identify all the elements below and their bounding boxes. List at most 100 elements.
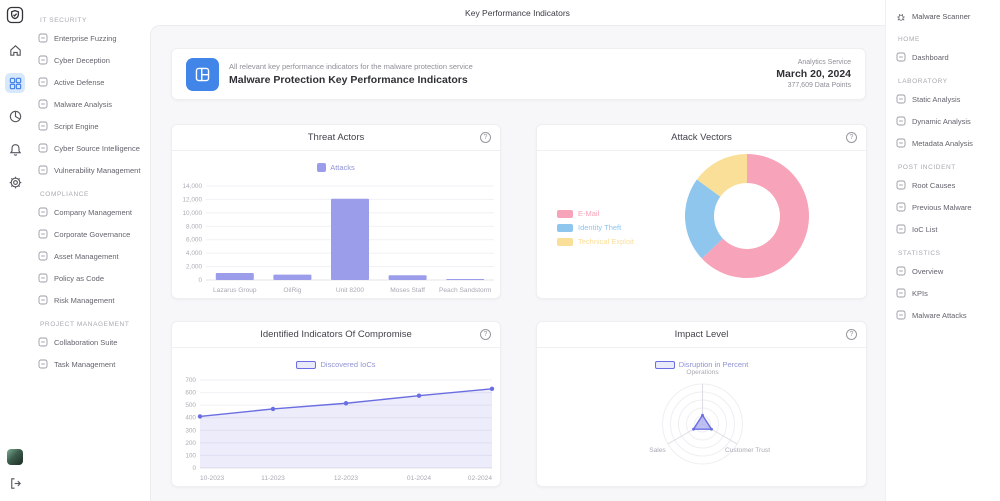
nav-item-label: Cyber Source Intelligence [54, 143, 140, 153]
svg-text:300: 300 [185, 427, 196, 434]
nav-item-label: Corporate Governance [54, 229, 131, 239]
chart-grid: Threat Actors ? Attacks 0 2,000 4,000 6,000 8… [171, 124, 867, 487]
svg-text:10,000: 10,000 [182, 210, 202, 217]
nav-item-label: Dynamic Analysis [912, 116, 971, 126]
nav-item-label: Asset Management [54, 251, 119, 261]
home-icon[interactable] [5, 40, 25, 60]
sidebar-left-item-task-management[interactable]: Task Management [38, 353, 146, 375]
nav-item-label: Policy as Code [54, 273, 105, 283]
sidebar-left-item-corporate-governance[interactable]: Corporate Governance [38, 223, 146, 245]
vulnerability-gear-icon [38, 165, 48, 175]
malware-bug-icon [38, 99, 48, 109]
pie-chart-icon[interactable] [5, 106, 25, 126]
kpi-subtitle: All relevant key performance indicators … [229, 62, 473, 71]
legend-label: Attacks [330, 163, 355, 172]
attack-vectors-chart-card: Attack Vectors ? E-Mail Identity Theft Tec… [536, 124, 867, 299]
ioc-list-icon [896, 224, 906, 234]
svg-text:100: 100 [185, 452, 196, 459]
sidebar-left-item-risk-management[interactable]: Risk Management [38, 289, 146, 311]
sidebar-left-item-enterprise-fuzzing[interactable]: Enterprise Fuzzing [38, 27, 146, 49]
sidebar-left-item-asset-management[interactable]: Asset Management [38, 245, 146, 267]
help-icon[interactable]: ? [846, 329, 857, 340]
sidebar-left-item-cyber-deception[interactable]: Cyber Deception [38, 49, 146, 71]
dashboard-grid-icon[interactable] [5, 73, 25, 93]
sidebar-right-item-root-causes[interactable]: Root Causes [896, 174, 996, 196]
nav-item-label: Collaboration Suite [54, 337, 118, 347]
svg-text:Operations: Operations [686, 369, 719, 376]
sidebar-left-item-vulnerability-management[interactable]: Vulnerability Management [38, 159, 146, 181]
notifications-bell-icon[interactable] [5, 139, 25, 159]
sidebar-right-item-overview[interactable]: Overview [896, 260, 996, 282]
settings-gear-icon[interactable] [5, 172, 25, 192]
svg-text:11-2023: 11-2023 [261, 475, 285, 482]
sidebar-left-item-script-engine[interactable]: Script Engine [38, 115, 146, 137]
legend-label: Disruption in Percent [678, 360, 749, 369]
svg-text:10-2023: 10-2023 [200, 475, 225, 482]
svg-text:Peach Sandstorm: Peach Sandstorm [439, 287, 492, 294]
sidebar-right-item-dashboard[interactable]: Dashboard [896, 46, 996, 68]
sidebar-right-item-ioc-list[interactable]: IoC List [896, 218, 996, 240]
nav-item-label: Overview [912, 266, 944, 276]
dynamic-analysis-icon [896, 116, 906, 126]
chart-title: Impact Level [674, 329, 729, 340]
chart-title: Threat Actors [307, 132, 365, 143]
legend-swatch [317, 163, 327, 172]
svg-text:Customer Trust: Customer Trust [725, 447, 770, 454]
governance-bank-icon [38, 229, 48, 239]
sidebar-right-item-static-analysis[interactable]: Static Analysis [896, 88, 996, 110]
analytics-service-label: Analytics Service [797, 59, 851, 66]
sidebar-left-item-policy-as-code[interactable]: Policy as Code [38, 267, 146, 289]
kpi-meta: Analytics Service March 20, 2024 377,609… [776, 59, 851, 89]
nav-item-label: Script Engine [54, 121, 99, 131]
sidebar-left-section-compliance: COMPLIANCE [40, 191, 89, 198]
nav-item-label: Previous Malware [912, 202, 972, 212]
root-causes-list-icon [896, 180, 906, 190]
main-panel: All relevant key performance indicators … [150, 25, 885, 501]
chart-legend: Disruption in Percent [537, 360, 866, 369]
kpi-header-card: All relevant key performance indicators … [171, 48, 866, 100]
sidebar-right-item-metadata-analysis[interactable]: Metadata Analysis [896, 132, 996, 154]
help-icon[interactable]: ? [846, 132, 857, 143]
help-icon[interactable]: ? [480, 329, 491, 340]
chart-title: Identified Indicators Of Compromise [260, 329, 412, 340]
sidebar-left-item-collaboration-suite[interactable]: Collaboration Suite [38, 331, 146, 353]
sidebar-left-item-active-defense[interactable]: Active Defense [38, 71, 146, 93]
nav-item-label: Task Management [54, 359, 116, 369]
nav-item-label: KPIs [912, 288, 928, 298]
nav-item-label: Risk Management [54, 295, 115, 305]
kpi-gauge-icon [896, 288, 906, 298]
sidebar-right-item-dynamic-analysis[interactable]: Dynamic Analysis [896, 110, 996, 132]
user-avatar[interactable] [7, 449, 23, 465]
sidebar-right-item-malware-attacks[interactable]: Malware Attacks [896, 304, 996, 326]
logout-icon[interactable] [5, 473, 25, 493]
icon-rail [0, 0, 30, 501]
chart-title: Attack Vectors [671, 132, 732, 143]
sidebar-right-item-kpis[interactable]: KPIs [896, 282, 996, 304]
nav-item-label: Malware Analysis [54, 99, 112, 109]
intelligence-search-icon [38, 143, 48, 153]
metadata-document-icon [896, 138, 906, 148]
impact-level-chart-card: Impact Level ? Disruption in Percent Oper… [536, 321, 867, 487]
risk-warning-icon [38, 295, 48, 305]
help-icon[interactable]: ? [480, 132, 491, 143]
sidebar-right-section-statistics: STATISTICS [898, 250, 941, 257]
sidebar-left-item-company-management[interactable]: Company Management [38, 201, 146, 223]
svg-text:Sales: Sales [649, 447, 666, 454]
nav-item-label: Vulnerability Management [54, 165, 141, 175]
legend-swatch [557, 209, 573, 218]
svg-text:12-2023: 12-2023 [334, 475, 359, 482]
svg-text:6,000: 6,000 [186, 237, 202, 244]
sidebar-right-item-previous-malware[interactable]: Previous Malware [896, 196, 996, 218]
brand[interactable]: Malware Scanner [896, 6, 996, 26]
nav-item-label: Cyber Deception [54, 55, 110, 65]
impact-level-radar-chart: Disruption in Percent Operations Customer … [537, 348, 866, 486]
sidebar-left-item-malware-analysis[interactable]: Malware Analysis [38, 93, 146, 115]
legend-label: E-Mail [578, 209, 600, 218]
legend-label: Technical Exploit [578, 237, 634, 246]
threat-actors-bar-chart: Attacks 0 2,000 4,000 6,000 8,000 10,000 12,000… [172, 151, 500, 298]
active-defense-shield-icon [38, 77, 48, 87]
svg-text:OilRig: OilRig [283, 287, 301, 294]
nav-item-label: Root Causes [912, 180, 956, 190]
sidebar-left-item-cyber-source-intelligence[interactable]: Cyber Source Intelligence [38, 137, 146, 159]
